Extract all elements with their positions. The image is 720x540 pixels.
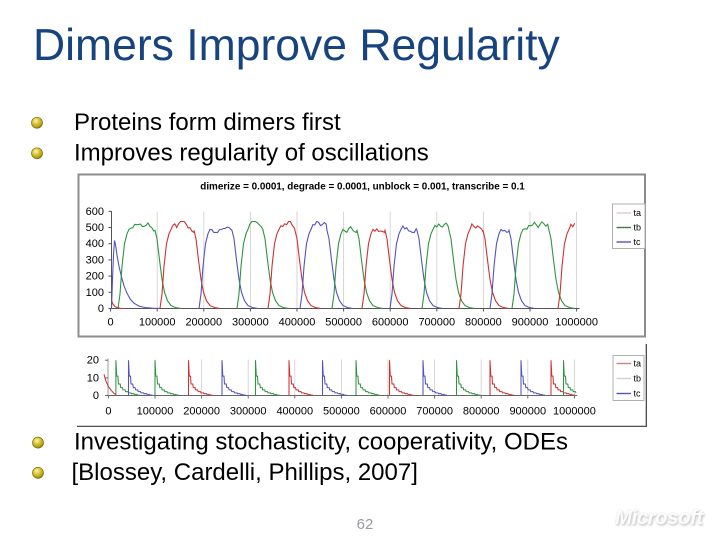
svg-text:200000: 200000 [185, 317, 222, 329]
svg-text:300000: 300000 [230, 406, 267, 418]
svg-text:Dimers Improve Regularity: Dimers Improve Regularity [33, 21, 560, 70]
svg-text:200000: 200000 [183, 406, 220, 418]
svg-text:10: 10 [87, 372, 99, 384]
svg-text:500000: 500000 [323, 406, 360, 418]
svg-text:Investigating stochasticity, c: Investigating stochasticity, cooperativi… [74, 429, 568, 456]
svg-text:900000: 900000 [512, 317, 549, 329]
svg-text:600000: 600000 [370, 406, 407, 418]
svg-text:700000: 700000 [416, 406, 453, 418]
svg-text:400000: 400000 [279, 317, 316, 329]
svg-text:ta: ta [634, 208, 642, 218]
svg-text:400000: 400000 [276, 406, 313, 418]
svg-text:0: 0 [108, 317, 114, 329]
svg-text:100000: 100000 [137, 406, 174, 418]
svg-text:[Blossey, Cardelli, Phillips,: [Blossey, Cardelli, Phillips, 2007] [72, 459, 418, 486]
svg-text:600: 600 [86, 206, 104, 218]
svg-text:500000: 500000 [325, 317, 362, 329]
svg-text:dimerize = 0.0001, degrade = 0: dimerize = 0.0001, degrade = 0.0001, unb… [200, 182, 525, 193]
svg-text:tc: tc [634, 389, 642, 399]
svg-text:700000: 700000 [418, 317, 455, 329]
svg-text:300: 300 [86, 254, 104, 266]
svg-text:200: 200 [86, 271, 104, 283]
svg-text:tb: tb [634, 223, 642, 233]
svg-text:ta: ta [634, 359, 642, 369]
svg-text:0: 0 [93, 390, 99, 402]
svg-text:800000: 800000 [463, 406, 500, 418]
svg-text:100: 100 [86, 287, 104, 299]
svg-text:0: 0 [98, 303, 104, 315]
svg-text:62: 62 [357, 516, 374, 533]
svg-text:600000: 600000 [372, 317, 409, 329]
svg-text:300000: 300000 [232, 317, 269, 329]
svg-text:400: 400 [86, 238, 104, 250]
svg-text:Improves regularity of oscilla: Improves regularity of oscillations [74, 140, 429, 167]
svg-text:800000: 800000 [465, 317, 502, 329]
svg-text:900000: 900000 [509, 406, 546, 418]
svg-text:1000000: 1000000 [553, 406, 596, 418]
svg-text:100000: 100000 [139, 317, 176, 329]
svg-text:20: 20 [87, 355, 99, 367]
svg-text:Proteins form dimers first: Proteins form dimers first [74, 109, 341, 136]
svg-text:tc: tc [634, 237, 642, 247]
svg-text:tb: tb [634, 374, 642, 384]
svg-text:0: 0 [105, 406, 111, 418]
svg-text:1000000: 1000000 [555, 317, 598, 329]
svg-text:500: 500 [86, 222, 104, 234]
